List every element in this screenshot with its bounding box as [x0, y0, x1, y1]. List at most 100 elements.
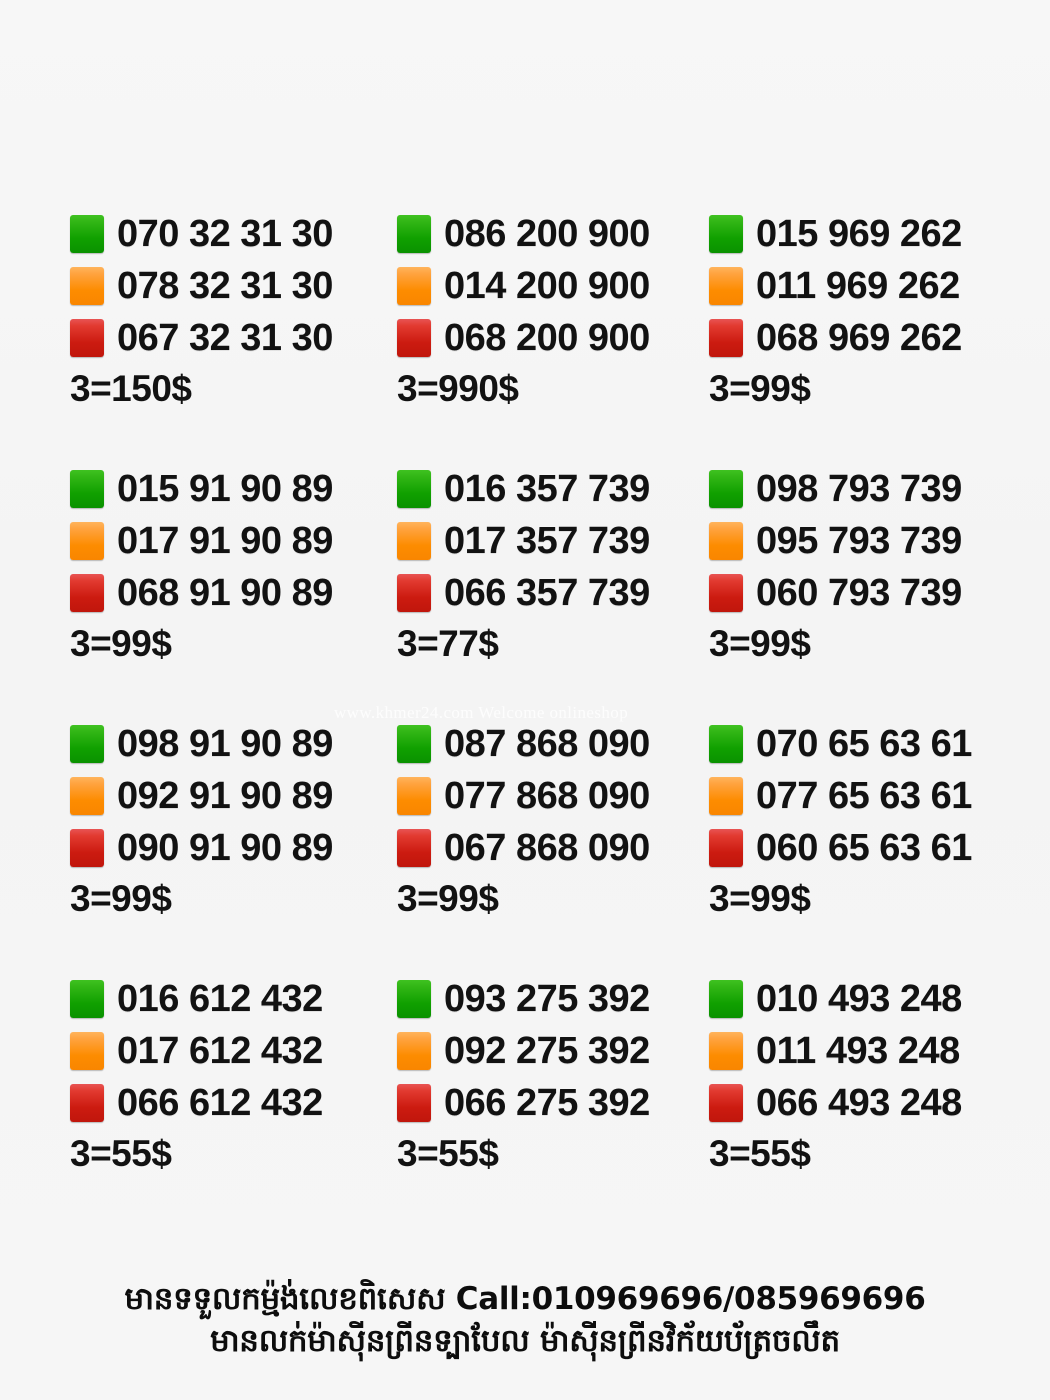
phone-number: 093 275 392 [444, 977, 650, 1020]
phone-number: 068 200 900 [444, 316, 650, 359]
phone-number: 011 493 248 [756, 1029, 960, 1072]
phone-number-row: 016 612 432 [70, 973, 397, 1025]
phone-number-row: 090 91 90 89 [70, 822, 397, 874]
phone-number: 010 493 248 [756, 977, 962, 1020]
phone-number-row: 070 65 63 61 [709, 718, 1010, 770]
green-swatch-icon [709, 470, 743, 508]
red-swatch-icon [709, 574, 743, 612]
phone-number-row: 092 91 90 89 [70, 770, 397, 822]
phone-number-row: 060 65 63 61 [709, 822, 1010, 874]
package-price: 3=55$ [709, 1133, 811, 1174]
phone-number-row: 068 200 900 [397, 312, 709, 364]
footer-services-line: មានលក់ម៉ាស៊ីនព្រីនទ្បាបែល ម៉ាស៊ីនព្រីនវិ… [210, 1322, 840, 1359]
phone-number: 015 969 262 [756, 212, 962, 255]
green-swatch-icon [70, 725, 104, 763]
phone-number: 095 793 739 [756, 519, 962, 562]
orange-swatch-icon [397, 522, 431, 560]
number-package-card: 086 200 900 014 200 900 068 200 900 3=990$ [397, 208, 709, 463]
red-swatch-icon [70, 829, 104, 867]
number-package-card: 016 612 432 017 612 432 066 612 432 3=55$ [70, 973, 397, 1228]
red-swatch-icon [709, 829, 743, 867]
phone-number: 092 275 392 [444, 1029, 650, 1072]
phone-number-row: 010 493 248 [709, 973, 1010, 1025]
package-price: 3=99$ [709, 878, 811, 919]
phone-number: 066 612 432 [117, 1081, 323, 1124]
number-package-card: 015 969 262 011 969 262 068 969 262 3=99$ [709, 208, 1010, 463]
green-swatch-icon [709, 215, 743, 253]
phone-number: 017 357 739 [444, 519, 650, 562]
phone-number-row: 098 793 739 [709, 463, 1010, 515]
phone-number-row: 014 200 900 [397, 260, 709, 312]
orange-swatch-icon [70, 777, 104, 815]
phone-number: 070 32 31 30 [117, 212, 333, 255]
phone-number: 015 91 90 89 [117, 467, 333, 510]
phone-number: 016 612 432 [117, 977, 323, 1020]
phone-number: 068 91 90 89 [117, 571, 333, 614]
package-price: 3=55$ [397, 1133, 499, 1174]
phone-number-row: 067 868 090 [397, 822, 709, 874]
phone-number: 067 868 090 [444, 826, 650, 869]
phone-number: 066 275 392 [444, 1081, 650, 1124]
phone-number-row: 077 868 090 [397, 770, 709, 822]
green-swatch-icon [70, 215, 104, 253]
phone-number: 060 65 63 61 [756, 826, 972, 869]
phone-number: 060 793 739 [756, 571, 962, 614]
phone-number-row: 070 32 31 30 [70, 208, 397, 260]
package-price: 3=150$ [70, 368, 192, 409]
phone-number: 016 357 739 [444, 467, 650, 510]
red-swatch-icon [709, 1084, 743, 1122]
poster-footer: មានទទួលកម្ម៉ង់លេខពិសេស Call:010969696/08… [0, 1278, 1050, 1362]
package-price: 3=55$ [70, 1133, 172, 1174]
phone-number-row: 093 275 392 [397, 973, 709, 1025]
red-swatch-icon [397, 1084, 431, 1122]
red-swatch-icon [397, 319, 431, 357]
green-swatch-icon [70, 980, 104, 1018]
red-swatch-icon [70, 1084, 104, 1122]
phone-number-row: 087 868 090 [397, 718, 709, 770]
package-price: 3=99$ [70, 623, 172, 664]
package-price: 3=99$ [397, 878, 499, 919]
number-package-card: 010 493 248 011 493 248 066 493 248 3=55$ [709, 973, 1010, 1228]
number-package-card: 016 357 739 017 357 739 066 357 739 3=77$ [397, 463, 709, 718]
phone-number: 077 868 090 [444, 774, 650, 817]
package-price: 3=990$ [397, 368, 519, 409]
phone-number: 077 65 63 61 [756, 774, 972, 817]
phone-number: 066 493 248 [756, 1081, 962, 1124]
orange-swatch-icon [397, 1032, 431, 1070]
footer-contact-line: មានទទួលកម្ម៉ង់លេខពិសេស Call:010969696/08… [124, 1280, 926, 1317]
green-swatch-icon [397, 215, 431, 253]
red-swatch-icon [70, 319, 104, 357]
phone-number-row: 017 612 432 [70, 1025, 397, 1077]
red-swatch-icon [397, 829, 431, 867]
phone-number-row: 092 275 392 [397, 1025, 709, 1077]
phone-number: 070 65 63 61 [756, 722, 972, 765]
green-swatch-icon [709, 980, 743, 1018]
green-swatch-icon [709, 725, 743, 763]
number-package-card: 070 65 63 61 077 65 63 61 060 65 63 61 3=99… [709, 718, 1010, 973]
orange-swatch-icon [709, 267, 743, 305]
number-package-card: 087 868 090 077 868 090 067 868 090 3=99$ [397, 718, 709, 973]
phone-number: 017 612 432 [117, 1029, 323, 1072]
phone-number-row: 066 612 432 [70, 1077, 397, 1129]
phone-number: 067 32 31 30 [117, 316, 333, 359]
phone-number: 090 91 90 89 [117, 826, 333, 869]
package-price: 3=77$ [397, 623, 499, 664]
phone-number-row: 011 493 248 [709, 1025, 1010, 1077]
red-swatch-icon [70, 574, 104, 612]
phone-number: 078 32 31 30 [117, 264, 333, 307]
phone-number-row: 017 357 739 [397, 515, 709, 567]
orange-swatch-icon [70, 1032, 104, 1070]
phone-number: 017 91 90 89 [117, 519, 333, 562]
orange-swatch-icon [397, 267, 431, 305]
package-price: 3=99$ [709, 368, 811, 409]
number-package-card: 098 793 739 095 793 739 060 793 739 3=99$ [709, 463, 1010, 718]
phone-number-row: 077 65 63 61 [709, 770, 1010, 822]
green-swatch-icon [70, 470, 104, 508]
phone-number-row: 015 969 262 [709, 208, 1010, 260]
red-swatch-icon [709, 319, 743, 357]
number-package-grid: 070 32 31 30 078 32 31 30 067 32 31 30 3=15… [70, 208, 1010, 1228]
phone-number-row: 066 493 248 [709, 1077, 1010, 1129]
number-package-card: 070 32 31 30 078 32 31 30 067 32 31 30 3=15… [70, 208, 397, 463]
phone-number-row: 067 32 31 30 [70, 312, 397, 364]
